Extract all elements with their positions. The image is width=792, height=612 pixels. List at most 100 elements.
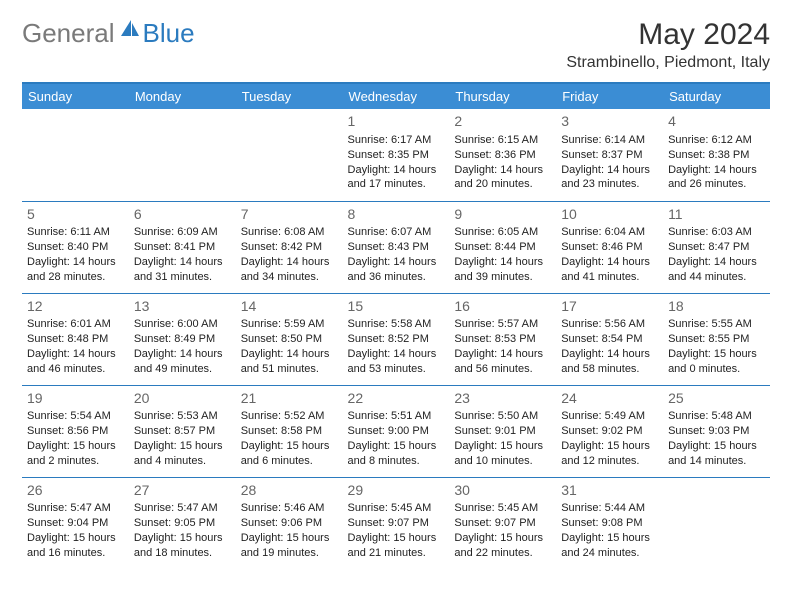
- daylight-line: Daylight: 14 hours and 53 minutes.: [348, 347, 445, 377]
- logo-text-blue: Blue: [143, 18, 195, 49]
- calendar-day-cell: 25Sunrise: 5:48 AMSunset: 9:03 PMDayligh…: [663, 385, 770, 477]
- location-label: Strambinello, Piedmont, Italy: [566, 54, 770, 72]
- calendar-day-cell: 31Sunrise: 5:44 AMSunset: 9:08 PMDayligh…: [556, 477, 663, 569]
- calendar-day-cell: 16Sunrise: 5:57 AMSunset: 8:53 PMDayligh…: [449, 293, 556, 385]
- day-number: 31: [561, 481, 658, 500]
- sunset-line: Sunset: 8:41 PM: [134, 240, 231, 255]
- daylight-line: Daylight: 14 hours and 49 minutes.: [134, 347, 231, 377]
- sunrise-line: Sunrise: 5:50 AM: [454, 409, 551, 424]
- sunrise-line: Sunrise: 5:51 AM: [348, 409, 445, 424]
- calendar-day-cell: 7Sunrise: 6:08 AMSunset: 8:42 PMDaylight…: [236, 201, 343, 293]
- calendar-empty-cell: [236, 109, 343, 201]
- sunrise-line: Sunrise: 6:00 AM: [134, 317, 231, 332]
- daylight-line: Daylight: 14 hours and 39 minutes.: [454, 255, 551, 285]
- sunset-line: Sunset: 8:49 PM: [134, 332, 231, 347]
- daylight-line: Daylight: 15 hours and 0 minutes.: [668, 347, 765, 377]
- day-header: Friday: [556, 83, 663, 109]
- sunset-line: Sunset: 9:07 PM: [454, 516, 551, 531]
- calendar-week-row: 26Sunrise: 5:47 AMSunset: 9:04 PMDayligh…: [22, 477, 770, 569]
- calendar-day-cell: 28Sunrise: 5:46 AMSunset: 9:06 PMDayligh…: [236, 477, 343, 569]
- daylight-line: Daylight: 15 hours and 6 minutes.: [241, 439, 338, 469]
- day-number: 3: [561, 112, 658, 131]
- logo-sail-icon: [119, 18, 141, 43]
- calendar-day-cell: 1Sunrise: 6:17 AMSunset: 8:35 PMDaylight…: [343, 109, 450, 201]
- calendar-day-cell: 4Sunrise: 6:12 AMSunset: 8:38 PMDaylight…: [663, 109, 770, 201]
- day-number: 22: [348, 389, 445, 408]
- day-number: 4: [668, 112, 765, 131]
- calendar-day-cell: 27Sunrise: 5:47 AMSunset: 9:05 PMDayligh…: [129, 477, 236, 569]
- daylight-line: Daylight: 15 hours and 19 minutes.: [241, 531, 338, 561]
- month-title: May 2024: [566, 18, 770, 52]
- daylight-line: Daylight: 14 hours and 34 minutes.: [241, 255, 338, 285]
- day-number: 17: [561, 297, 658, 316]
- daylight-line: Daylight: 14 hours and 51 minutes.: [241, 347, 338, 377]
- daylight-line: Daylight: 14 hours and 17 minutes.: [348, 163, 445, 193]
- sunrise-line: Sunrise: 5:45 AM: [454, 501, 551, 516]
- day-number: 19: [27, 389, 124, 408]
- daylight-line: Daylight: 14 hours and 20 minutes.: [454, 163, 551, 193]
- day-number: 15: [348, 297, 445, 316]
- title-block: May 2024 Strambinello, Piedmont, Italy: [566, 18, 770, 72]
- sunrise-line: Sunrise: 5:49 AM: [561, 409, 658, 424]
- calendar-week-row: 1Sunrise: 6:17 AMSunset: 8:35 PMDaylight…: [22, 109, 770, 201]
- sunset-line: Sunset: 8:56 PM: [27, 424, 124, 439]
- sunrise-line: Sunrise: 6:15 AM: [454, 133, 551, 148]
- day-number: 2: [454, 112, 551, 131]
- sunrise-line: Sunrise: 5:54 AM: [27, 409, 124, 424]
- day-header: Monday: [129, 83, 236, 109]
- sunrise-line: Sunrise: 6:08 AM: [241, 225, 338, 240]
- calendar-table: SundayMondayTuesdayWednesdayThursdayFrid…: [22, 82, 770, 569]
- daylight-line: Daylight: 14 hours and 26 minutes.: [668, 163, 765, 193]
- calendar-day-cell: 15Sunrise: 5:58 AMSunset: 8:52 PMDayligh…: [343, 293, 450, 385]
- sunset-line: Sunset: 8:35 PM: [348, 148, 445, 163]
- sunset-line: Sunset: 8:40 PM: [27, 240, 124, 255]
- calendar-day-cell: 26Sunrise: 5:47 AMSunset: 9:04 PMDayligh…: [22, 477, 129, 569]
- calendar-day-cell: 5Sunrise: 6:11 AMSunset: 8:40 PMDaylight…: [22, 201, 129, 293]
- logo-text-gray: General: [22, 18, 115, 49]
- sunrise-line: Sunrise: 5:55 AM: [668, 317, 765, 332]
- sunrise-line: Sunrise: 5:57 AM: [454, 317, 551, 332]
- sunrise-line: Sunrise: 6:12 AM: [668, 133, 765, 148]
- calendar-empty-cell: [22, 109, 129, 201]
- daylight-line: Daylight: 14 hours and 46 minutes.: [27, 347, 124, 377]
- calendar-day-cell: 6Sunrise: 6:09 AMSunset: 8:41 PMDaylight…: [129, 201, 236, 293]
- calendar-day-cell: 9Sunrise: 6:05 AMSunset: 8:44 PMDaylight…: [449, 201, 556, 293]
- sunrise-line: Sunrise: 5:44 AM: [561, 501, 658, 516]
- sunrise-line: Sunrise: 6:04 AM: [561, 225, 658, 240]
- day-number: 18: [668, 297, 765, 316]
- day-header-row: SundayMondayTuesdayWednesdayThursdayFrid…: [22, 83, 770, 109]
- sunrise-line: Sunrise: 5:52 AM: [241, 409, 338, 424]
- sunset-line: Sunset: 8:54 PM: [561, 332, 658, 347]
- sunrise-line: Sunrise: 5:46 AM: [241, 501, 338, 516]
- sunrise-line: Sunrise: 6:09 AM: [134, 225, 231, 240]
- day-number: 5: [27, 205, 124, 224]
- calendar-day-cell: 11Sunrise: 6:03 AMSunset: 8:47 PMDayligh…: [663, 201, 770, 293]
- sunset-line: Sunset: 8:52 PM: [348, 332, 445, 347]
- daylight-line: Daylight: 15 hours and 10 minutes.: [454, 439, 551, 469]
- sunset-line: Sunset: 9:06 PM: [241, 516, 338, 531]
- sunrise-line: Sunrise: 6:14 AM: [561, 133, 658, 148]
- day-number: 20: [134, 389, 231, 408]
- sunset-line: Sunset: 8:57 PM: [134, 424, 231, 439]
- sunrise-line: Sunrise: 6:11 AM: [27, 225, 124, 240]
- sunset-line: Sunset: 8:42 PM: [241, 240, 338, 255]
- day-number: 29: [348, 481, 445, 500]
- calendar-week-row: 19Sunrise: 5:54 AMSunset: 8:56 PM Dayligh…: [22, 385, 770, 477]
- sunrise-line: Sunrise: 5:56 AM: [561, 317, 658, 332]
- sunset-line: Sunset: 8:43 PM: [348, 240, 445, 255]
- daylight-line: Daylight: 15 hours and 16 minutes.: [27, 531, 124, 561]
- calendar-day-cell: 10Sunrise: 6:04 AMSunset: 8:46 PMDayligh…: [556, 201, 663, 293]
- sunset-line: Sunset: 8:58 PM: [241, 424, 338, 439]
- sunset-line: Sunset: 8:46 PM: [561, 240, 658, 255]
- day-number: 9: [454, 205, 551, 224]
- sunrise-line: Sunrise: 6:07 AM: [348, 225, 445, 240]
- day-number: 12: [27, 297, 124, 316]
- calendar-day-cell: 21Sunrise: 5:52 AMSunset: 8:58 PMDayligh…: [236, 385, 343, 477]
- calendar-day-cell: 17Sunrise: 5:56 AMSunset: 8:54 PMDayligh…: [556, 293, 663, 385]
- day-header: Tuesday: [236, 83, 343, 109]
- header: General Blue May 2024 Strambinello, Pied…: [22, 18, 770, 72]
- day-number: 27: [134, 481, 231, 500]
- sunset-line: Sunset: 8:44 PM: [454, 240, 551, 255]
- daylight-line: Daylight: 15 hours and 22 minutes.: [454, 531, 551, 561]
- day-number: 28: [241, 481, 338, 500]
